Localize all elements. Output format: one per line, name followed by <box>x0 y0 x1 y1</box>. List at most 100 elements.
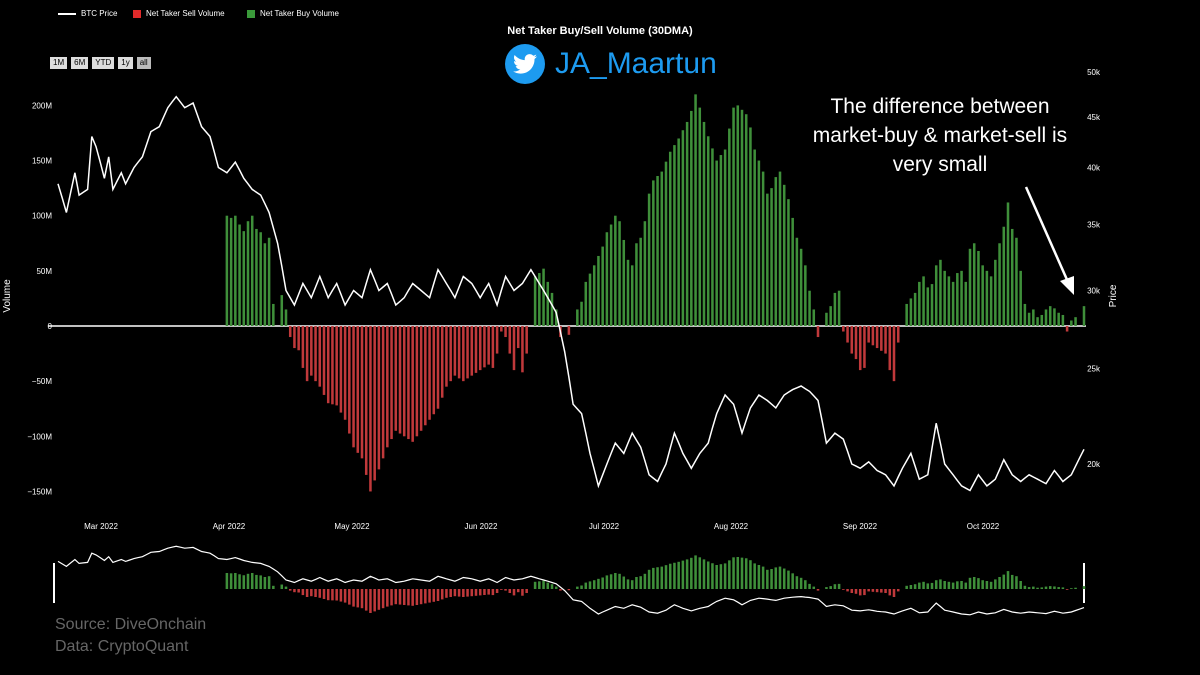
sell-bar <box>293 326 296 349</box>
range-button-6m[interactable]: 6M <box>71 57 89 69</box>
buy-bar <box>664 161 668 326</box>
range-button-ytd[interactable]: YTD <box>92 57 115 69</box>
buy-bar <box>728 128 731 326</box>
range-navigator[interactable] <box>53 545 1086 616</box>
nav-buy-bar <box>601 577 604 589</box>
nav-sell-bar <box>880 589 883 593</box>
nav-buy-bar <box>580 585 583 589</box>
buy-bar <box>267 237 271 326</box>
legend-buy-volume[interactable]: Net Taker Buy Volume <box>247 9 339 18</box>
nav-buy-bar <box>546 582 550 589</box>
legend-square-icon <box>247 9 255 18</box>
nav-buy-bar <box>614 573 617 589</box>
buy-bar <box>749 127 752 327</box>
range-button-1m[interactable]: 1M <box>50 57 68 69</box>
legend-sell-volume[interactable]: Net Taker Sell Volume <box>133 9 225 18</box>
nav-buy-bar <box>656 567 659 589</box>
buy-bar <box>284 309 288 326</box>
nav-buy-bar <box>905 585 908 589</box>
nav-buy-bar <box>913 584 917 589</box>
nav-buy-bar <box>263 577 267 589</box>
nav-buy-bar <box>639 576 642 589</box>
nav-buy-bar <box>774 567 778 589</box>
nav-sell-bar <box>381 589 385 609</box>
nav-sell-bar <box>432 589 436 602</box>
nav-sell-bar <box>339 589 343 602</box>
sell-bar <box>487 326 490 365</box>
range-button-all[interactable]: all <box>136 57 151 69</box>
x-tick-label: Aug 2022 <box>714 522 749 531</box>
nav-sell-bar <box>369 589 372 613</box>
sell-bar <box>305 326 309 382</box>
legend-label-btc: BTC Price <box>81 9 118 18</box>
sell-bar <box>297 326 300 351</box>
nav-sell-bar <box>884 589 887 593</box>
nav-buy-bar <box>951 582 955 589</box>
nav-sell-bar <box>863 589 866 596</box>
nav-buy-bar <box>609 574 613 589</box>
nav-sell-bar <box>466 589 469 597</box>
y-axis-label: Volume <box>2 279 13 313</box>
buy-bar <box>643 221 647 326</box>
range-button-1y[interactable]: 1y <box>118 57 133 69</box>
buy-bar <box>605 232 609 326</box>
annotation-text: The difference between market-buy & mark… <box>812 95 1068 176</box>
buy-bar <box>242 231 246 326</box>
buy-bar <box>934 265 938 326</box>
nav-buy-bar <box>968 577 972 589</box>
nav-sell-bar <box>293 589 296 593</box>
nav-buy-bar <box>711 563 714 589</box>
buy-bar <box>538 273 541 326</box>
sell-bar <box>512 326 516 371</box>
sell-bar <box>871 326 875 346</box>
buy-bar <box>1070 320 1073 326</box>
sell-bar <box>483 326 486 368</box>
nav-sell-bar <box>483 589 486 595</box>
nav-sell-bar <box>875 589 879 593</box>
nav-buy-bar <box>766 569 769 589</box>
buy-bar <box>1015 237 1018 326</box>
nav-buy-bar <box>833 584 837 589</box>
nav-sell-bar <box>867 589 870 592</box>
nav-buy-bar <box>588 581 592 589</box>
legend-btc-price[interactable]: BTC Price <box>58 9 117 18</box>
y2-tick-label: 30k <box>1087 287 1101 296</box>
buy-bar <box>951 281 955 326</box>
nav-buy-bar <box>799 577 803 589</box>
nav-sell-bar <box>428 589 431 603</box>
nav-sell-bar <box>896 589 900 592</box>
nav-buy-bar <box>618 573 621 589</box>
nav-sell-bar <box>457 589 461 597</box>
buy-bar <box>580 301 583 326</box>
nav-buy-bar <box>1015 576 1018 589</box>
nav-buy-bar <box>964 582 968 589</box>
buy-bar <box>673 145 676 326</box>
buy-bar <box>694 94 697 327</box>
nav-buy-bar <box>934 580 938 589</box>
buy-bar <box>614 215 617 326</box>
nav-sell-bar <box>297 589 300 593</box>
nav-buy-bar <box>673 562 676 589</box>
nav-sell-bar <box>377 589 381 610</box>
sell-bar <box>352 326 355 448</box>
buy-bar <box>909 298 913 326</box>
sell-bar <box>310 326 313 376</box>
buy-bar <box>690 110 693 326</box>
nav-buy-bar <box>732 557 735 589</box>
sell-bar <box>402 326 406 437</box>
nav-buy-bar <box>829 586 832 589</box>
nav-buy-bar <box>1006 571 1010 589</box>
buy-bar <box>787 199 790 326</box>
sell-bar <box>440 326 444 398</box>
nav-buy-bar <box>622 576 626 589</box>
buy-bar <box>1082 306 1086 326</box>
nav-price-line <box>57 545 1085 616</box>
data-line: Data: CryptoQuant <box>55 638 189 655</box>
nav-sell-bar <box>402 589 406 605</box>
buy-bar <box>774 177 778 326</box>
nav-buy-bar <box>909 585 913 589</box>
buy-bar <box>584 281 588 326</box>
sell-bar <box>470 326 474 376</box>
sell-bar <box>407 326 410 440</box>
